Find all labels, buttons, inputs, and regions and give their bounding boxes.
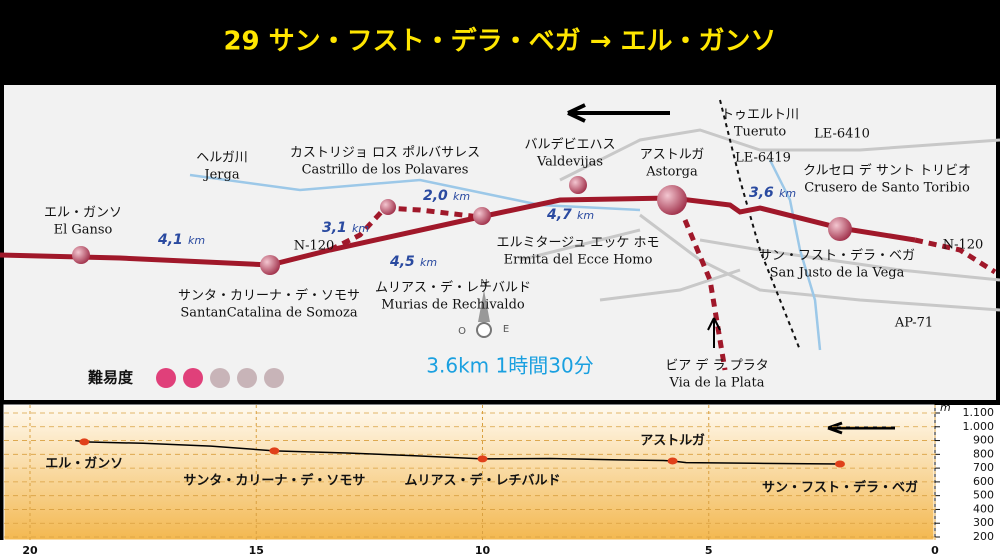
x-axis-bg [0,540,934,560]
place-en: Ermita del Ecce Homo [504,253,653,268]
difficulty-icon [264,368,284,388]
place-jp: ムリアス・デ・レチバルド [375,280,531,296]
compass-e: E [503,324,509,335]
place-jp: クルセロ デ サント トリビオ [803,163,971,179]
town-label: ムリアス・デ・レチバルド [404,472,560,488]
distance: 3,1 [322,220,347,236]
distance-unit: km [779,187,796,200]
road-label: LE-6410 [814,127,870,142]
direction-arrow [567,103,670,123]
distance-unit: km [577,209,594,222]
profile-bg [3,404,935,541]
compass-o: O [458,326,466,337]
distance: 4,7 [546,207,572,223]
town-point [834,460,845,468]
distance-unit: km [420,256,437,269]
route [0,195,916,268]
place-en: Valdevijas [536,155,603,170]
difficulty-label: 難易度 [88,369,134,387]
stats: 3.6km 1時間30分 [426,354,593,378]
y-tick-label: 700 [973,461,994,474]
y-tick-label: 300 [973,516,994,529]
town-markers [72,176,852,275]
compass: N O E [458,278,509,338]
place-en: El Ganso [54,223,113,238]
place-jp: アストルガ [640,148,705,163]
place-en: Castrillo de los Polavares [302,163,469,178]
difficulty-icon [156,368,176,388]
place-en: Via de la Plata [668,376,764,391]
road-label: AP-71 [894,316,933,331]
difficulty-icon [210,368,230,388]
town-point [477,455,488,463]
place-jp: トゥエルト川 [721,108,799,123]
place-en: Crusero de Santo Toribio [804,181,970,196]
x-tick-label: 10 [475,544,491,557]
y-tick-label: 600 [973,475,994,488]
x-tick-label: 20 [22,544,38,557]
road-label: N-120 [943,238,984,253]
road-label: LE-6419 [735,151,791,166]
place-jp: バルデビエハス [524,137,615,153]
place-en: SantanCatalina de Somoza [180,306,358,321]
place-en: Jerga [202,168,239,183]
y-tick-label: 1.000 [963,420,995,433]
distance-unit: km [453,190,470,203]
x-tick-label: 0 [931,544,939,557]
distance: 4,5 [389,254,415,270]
place-jp: エルミタージュ エッケ ホモ [496,236,659,251]
y-tick-label: 800 [973,447,994,460]
arrow [707,317,721,348]
place-jp: サン・フスト・デラ・ベガ [759,248,915,264]
distance: 4,1 [157,232,183,248]
place-jp: サンタ・カリーナ・デ・ソモサ [178,288,360,304]
place-en: Astorga [645,165,698,180]
town-label: アストルガ [640,433,705,448]
axis-bg [934,405,1000,560]
distance-unit: km [188,234,205,247]
distance: 2,0 [423,188,448,204]
x-tick-label: 5 [705,544,713,557]
y-tick-label: 400 [973,502,994,515]
place-en: San Justo de la Vega [770,266,905,281]
map-bg [4,85,996,400]
difficulty-icon [237,368,257,388]
y-tick-label: 1.100 [963,406,995,419]
town-label: エル・ガンソ [45,456,123,471]
town-point [269,447,280,455]
y-tick-label: 200 [973,530,994,543]
town-point [667,457,678,465]
town-point [79,438,90,446]
y-tick-label: 900 [973,434,994,447]
place-en: Tueruto [734,125,787,140]
boundary [719,99,801,351]
place-jp: ビア デ ラ プラタ [665,358,768,374]
distance: 3,6 [749,185,774,201]
place-en: Murias de Rechivaldo [381,298,525,313]
y-tick-label: 500 [973,489,994,502]
place-jp: エル・ガンソ [44,206,122,221]
town-label: サン・フスト・デラ・ベガ [762,479,918,495]
y-unit: m [940,401,951,414]
place-jp: ヘルガ川 [196,151,248,166]
place-jp: カストリジョ ロス ポルバサレス [290,146,480,161]
rivers [189,159,822,351]
map: N O E ヘルガ川 Jerga カストリジョ ロス ポルバサレス Castrillo… [0,85,1000,400]
distance-unit: km [352,222,369,235]
x-tick-label: 15 [249,544,264,557]
title-bar [0,0,1000,85]
difficulty-icon [183,368,203,388]
town-label: サンタ・カリーナ・デ・ソモサ [183,472,365,488]
compass-n: N [480,278,487,289]
road-label: N-120 [294,239,335,254]
profile-arrow [827,421,895,435]
title: 29 サン・フスト・デラ・ベガ → エル・ガンソ [223,26,776,57]
